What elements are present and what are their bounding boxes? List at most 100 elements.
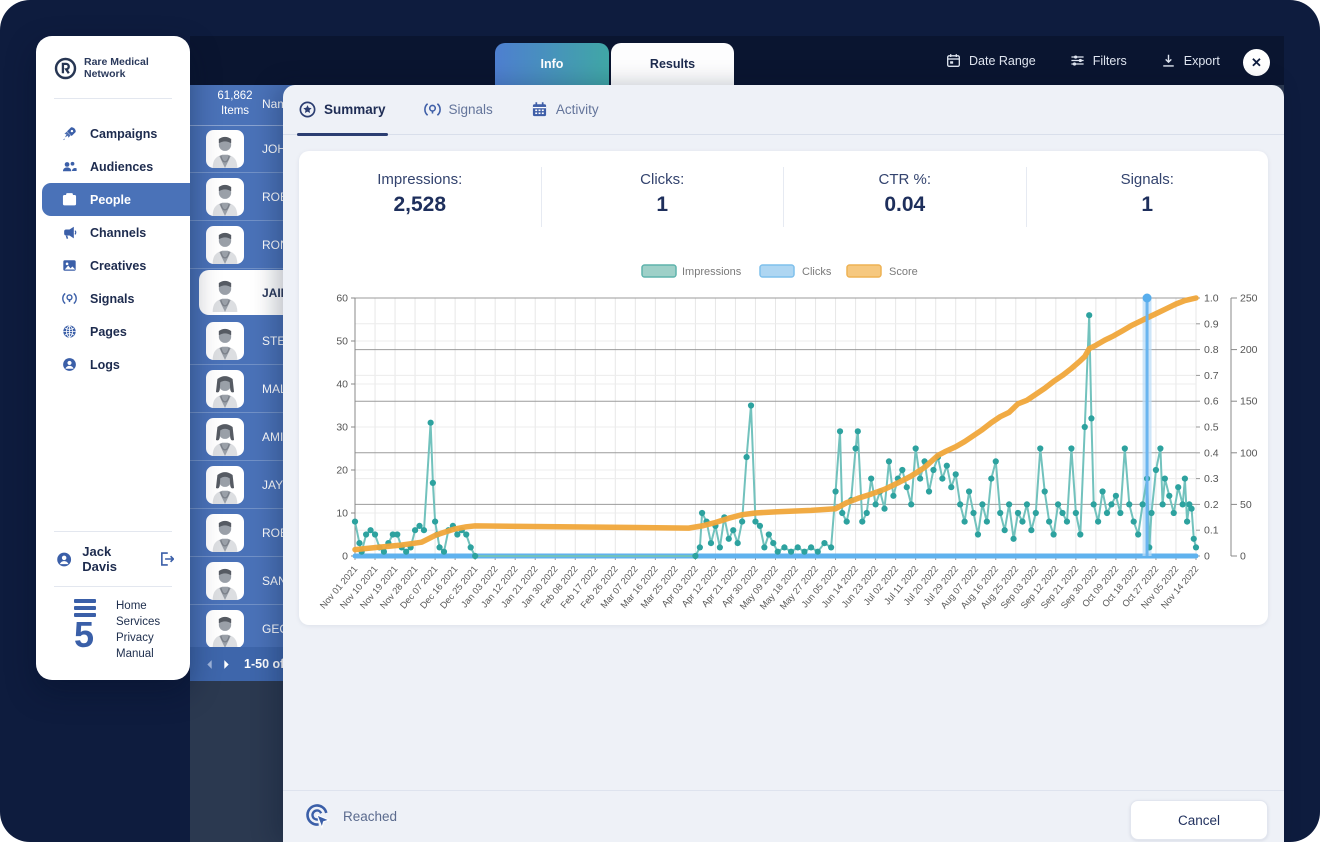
person-name: RON — [262, 238, 289, 252]
person-row-mal[interactable]: MAL — [190, 365, 312, 413]
right-ratio-axis-label: 0.9 — [1204, 318, 1219, 330]
prev-page-icon[interactable] — [204, 659, 215, 670]
user-icon — [57, 552, 72, 566]
sidebar-item-pages[interactable]: Pages — [36, 315, 190, 348]
right-ratio-axis-label: 0.5 — [1204, 422, 1219, 434]
cursor-click-icon — [306, 804, 331, 830]
person-name: JAY — [262, 478, 284, 492]
filters-button[interactable]: Filters — [1070, 53, 1127, 68]
footer-link-services[interactable]: Services — [116, 616, 161, 628]
sidebar-divider-footer — [54, 586, 172, 587]
right-secondary-axis-label: 250 — [1240, 293, 1258, 305]
sidebar-item-logs[interactable]: Logs — [36, 348, 190, 381]
modal-tab-label: Activity — [555, 102, 599, 117]
right-secondary-axis-label: 150 — [1240, 396, 1258, 408]
right-ratio-axis-label: 0.8 — [1204, 344, 1219, 356]
sidebar-item-people[interactable]: People — [42, 183, 190, 216]
stat-value: 0.04 — [884, 193, 926, 216]
sidebar-item-channels[interactable]: Channels — [36, 216, 190, 249]
right-ratio-axis-label: 0.6 — [1204, 396, 1219, 408]
items-count-value: 61,862 — [217, 90, 253, 102]
right-ratio-axis-label: 1.0 — [1204, 293, 1219, 305]
date-range-button[interactable]: Date Range — [946, 53, 1036, 68]
person-row-ron[interactable]: RON — [190, 221, 312, 269]
sidebar-item-signals[interactable]: Signals — [36, 282, 190, 315]
modal-footer: Reached Cancel — [283, 790, 1284, 842]
footer-link-manual[interactable]: Manual — [116, 648, 154, 660]
sidebar-item-creatives[interactable]: Creatives — [36, 249, 190, 282]
person-row-joh[interactable]: JOH — [190, 125, 312, 173]
sidebar-item-label: Audiences — [90, 159, 154, 174]
star-badge-icon — [299, 101, 316, 118]
person-row-san[interactable]: SAN — [190, 557, 312, 605]
header-actions: Date Range Filters Export — [946, 36, 1220, 85]
right-secondary-axis-label: 50 — [1240, 499, 1252, 511]
cancel-button[interactable]: Cancel — [1130, 800, 1268, 840]
person-row-geo[interactable]: GEO — [190, 605, 312, 653]
footer-links: Home Services Privacy Manual — [116, 599, 160, 662]
sidebar-item-label: People — [90, 192, 131, 207]
avatar — [206, 129, 244, 168]
person-name: AMI — [262, 430, 284, 444]
footer-link-privacy[interactable]: Privacy — [116, 632, 154, 644]
close-button[interactable]: ✕ — [1243, 49, 1270, 76]
person-row-ami[interactable]: AMI — [190, 413, 312, 461]
right-secondary-axis-label: 100 — [1240, 447, 1258, 459]
stat-value: 2,528 — [393, 193, 447, 216]
legend-label-impressions: Impressions — [682, 266, 742, 278]
items-count-label: Items — [220, 105, 250, 117]
action-label: Filters — [1092, 53, 1127, 68]
avatar — [206, 273, 244, 312]
avatar — [206, 177, 244, 216]
sidebar: Rare Medical Network Campaigns Audiences P… — [36, 36, 190, 680]
sidebar-item-audiences[interactable]: Audiences — [36, 150, 190, 183]
sidebar-item-campaigns[interactable]: Campaigns — [36, 117, 190, 150]
right-ratio-axis-label: 0.3 — [1204, 473, 1219, 485]
left-axis-label: 10 — [336, 508, 348, 520]
rocket-icon — [62, 127, 76, 141]
right-ratio-axis-label: 0.7 — [1204, 370, 1219, 382]
stat-label: Impressions: — [377, 171, 463, 188]
sidebar-item-label: Channels — [90, 225, 147, 240]
person-row-rob[interactable]: ROB — [190, 509, 312, 557]
modal-tab-summary[interactable]: Summary — [297, 85, 388, 136]
person-row-jay[interactable]: JAY — [190, 461, 312, 509]
sidebar-item-label: Creatives — [90, 258, 147, 273]
footer-link-home[interactable]: Home — [116, 600, 147, 612]
modal-tab-bar: Summary Signals Activity — [283, 85, 1284, 136]
modal-tab-signals[interactable]: Signals — [423, 85, 493, 134]
person-name: STE — [262, 334, 286, 348]
right-ratio-axis-label: 0.4 — [1204, 447, 1219, 459]
left-axis-label: 60 — [336, 293, 348, 305]
export-button[interactable]: Export — [1161, 53, 1220, 68]
tab-info[interactable]: Info — [495, 43, 609, 85]
stat-clicks: Clicks: 1 — [542, 167, 784, 227]
right-ratio-axis-label: 0 — [1204, 551, 1210, 563]
avatar — [206, 609, 244, 648]
person-row-rob[interactable]: ROB — [190, 173, 312, 221]
legend-label-clicks: Clicks — [802, 266, 832, 278]
next-page-icon[interactable] — [221, 659, 232, 670]
tab-results[interactable]: Results — [611, 43, 734, 85]
calendar-icon — [947, 54, 960, 67]
person-row-ste[interactable]: STE — [190, 317, 312, 365]
score-line — [352, 295, 1199, 553]
stat-label: Signals: — [1120, 171, 1174, 188]
right-ratio-axis-label: 0.2 — [1204, 499, 1219, 511]
avatar — [206, 561, 244, 600]
stat-label: Clicks: — [640, 171, 685, 188]
legend-label-score: Score — [889, 266, 918, 278]
avatar — [206, 465, 244, 504]
brand-name: Rare Medical Network — [84, 56, 149, 80]
signal-bulb-icon — [62, 292, 77, 305]
people-rows: JOH ROB RON JAIN STE MAL AMI JAY ROB SAN GEO — [190, 125, 312, 653]
user-circle-icon — [63, 358, 76, 371]
id-card-icon — [62, 193, 77, 206]
modal-tab-label: Summary — [324, 102, 386, 117]
megaphone-icon — [64, 226, 77, 239]
modal-tab-activity[interactable]: Activity — [531, 85, 599, 134]
logout-icon[interactable] — [157, 550, 174, 568]
pagination-label: 1-50 of 6 — [244, 657, 295, 671]
person-name: GEO — [262, 622, 289, 636]
